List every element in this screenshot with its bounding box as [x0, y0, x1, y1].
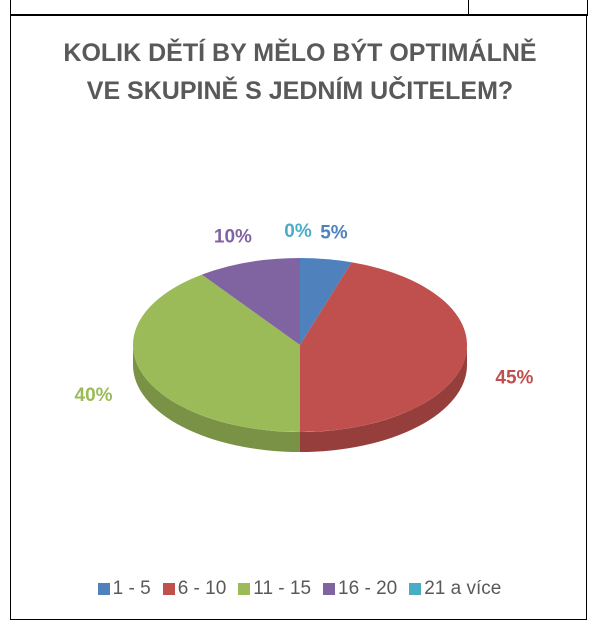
legend-swatch	[162, 583, 175, 595]
legend-swatch	[409, 583, 422, 595]
data-label: 40%	[75, 385, 113, 406]
legend-item: 1 - 5	[97, 578, 151, 600]
data-label: 10%	[214, 226, 252, 247]
data-label: 0%	[284, 221, 312, 242]
chart: 5% 45% 40% 10% 0%	[75, 221, 534, 452]
data-label: 45%	[495, 368, 533, 389]
chart-title: KOLIK DĚTÍ BY MĚLO BÝT OPTIMÁLNĚ VE SKUP…	[63, 39, 537, 105]
legend-swatch	[238, 583, 251, 595]
legend-label: 16 - 20	[338, 578, 398, 599]
table-row	[10, 0, 588, 16]
pie-side	[133, 345, 300, 452]
data-label: 5%	[320, 222, 348, 243]
legend-item: 16 - 20	[323, 578, 397, 600]
pie-slice	[201, 258, 300, 345]
legend-item: 11 - 15	[238, 578, 311, 600]
pie-slice	[300, 258, 352, 345]
legend-item: 6 - 10	[162, 578, 227, 600]
legend-label: 21 a více	[424, 578, 502, 599]
cell-border	[468, 0, 469, 16]
pie-side	[300, 345, 467, 452]
legend-swatch	[323, 583, 336, 595]
legend-swatch	[97, 583, 110, 595]
legend-label: 6 - 10	[177, 578, 227, 599]
legend-item: 21 a více	[409, 578, 501, 600]
legend: 1 - 5 6 - 10 11 - 15 16 - 20 21 a více	[0, 578, 599, 600]
pie-slice	[300, 262, 467, 432]
legend-label: 1 - 5	[112, 578, 151, 599]
chart-frame	[10, 16, 587, 620]
legend-label: 11 - 15	[253, 578, 312, 599]
pie-slice	[133, 274, 300, 432]
